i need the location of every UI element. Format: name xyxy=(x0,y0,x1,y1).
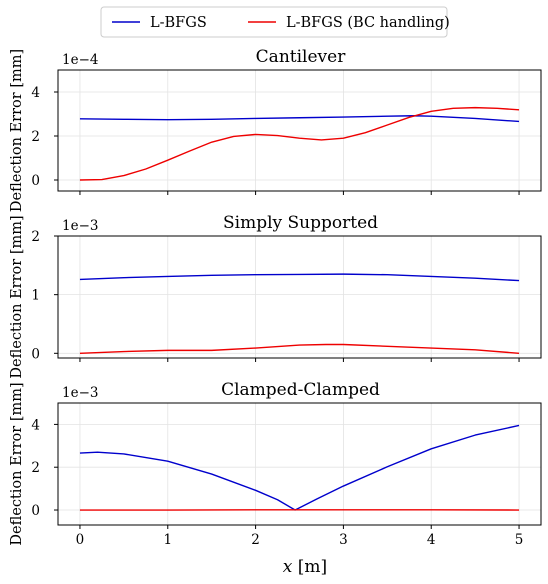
cantilever-series-l-bfgs xyxy=(79,115,520,123)
cantilever-title: Cantilever xyxy=(256,47,347,67)
legend-label-bc: L-BFGS (BC handling) xyxy=(286,15,450,31)
simply-supported-axes-frame xyxy=(57,235,542,359)
clamped-clamped-x-tick-label-2: 2 xyxy=(251,532,260,548)
clamped-clamped-y-tick-label-0: 0 xyxy=(31,503,40,519)
simply-supported-title: Simply Supported xyxy=(223,213,378,233)
simply-supported-series-l-bfgs-bc-handling xyxy=(79,343,520,355)
cantilever-y-tick-label-4: 4 xyxy=(31,85,40,101)
cantilever-y-axis-label: Deflection Error [mm] xyxy=(9,49,25,212)
cantilever-series-l-bfgs-bc-handling xyxy=(79,106,520,181)
clamped-clamped-x-tick-label-0: 0 xyxy=(76,532,85,548)
clamped-clamped-y-tick-label-2: 2 xyxy=(31,460,40,476)
simply-supported-y-axis-label: Deflection Error [mm] xyxy=(9,215,25,378)
clamped-clamped-series-l-bfgs xyxy=(79,424,520,511)
clamped-clamped-axes-frame xyxy=(57,402,542,526)
clamped-clamped-x-tick-label-3: 3 xyxy=(339,532,348,548)
cantilever-y-tick-label-2: 2 xyxy=(31,129,40,145)
panel-cantilever: 0 2 4 Cantilever 1e−4 Deflection Error [mm] xyxy=(9,47,542,212)
clamped-clamped-offset-label: 1e−3 xyxy=(62,385,98,401)
clamped-clamped-y-tick-label-4: 4 xyxy=(31,417,40,433)
simply-supported-y-tick-label-1: 1 xyxy=(31,288,40,304)
cantilever-axes-frame xyxy=(57,69,542,192)
simply-supported-offset-label: 1e−3 xyxy=(62,218,98,234)
simply-supported-series-l-bfgs xyxy=(79,273,520,282)
clamped-clamped-title: Clamped-Clamped xyxy=(221,380,380,400)
simply-supported-y-tick-label-2: 2 xyxy=(31,229,40,245)
clamped-clamped-x-tick-label-4: 4 xyxy=(427,532,436,548)
panel-simply-supported: 0 1 2 Simply Supported 1e−3 Deflection Error … xyxy=(9,213,542,379)
cantilever-y-tick-label-0: 0 xyxy=(31,173,40,189)
clamped-clamped-y-axis-label: Deflection Error [mm] xyxy=(9,382,25,545)
legend: L-BFGS L-BFGS (BC handling) xyxy=(100,6,450,38)
simply-supported-y-tick-label-0: 0 xyxy=(31,346,40,362)
legend-label-lbfgs: L-BFGS xyxy=(150,15,207,31)
x-axis-label: x [m] xyxy=(283,557,327,577)
cantilever-offset-label: 1e−4 xyxy=(62,52,98,68)
clamped-clamped-x-tick-label-5: 5 xyxy=(515,532,524,548)
clamped-clamped-x-tick-label-1: 1 xyxy=(163,532,172,548)
panel-clamped-clamped: 0 1 2 3 4 5 0 2 4 Clamped-Clamped 1e−3 Deflection E… xyxy=(9,380,542,548)
